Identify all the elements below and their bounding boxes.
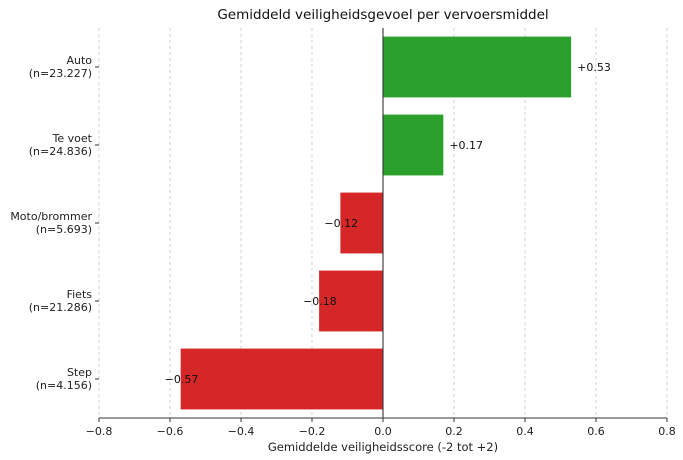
category-count: (n=23.227)	[29, 67, 92, 80]
bar-moto-brommer	[340, 192, 383, 254]
x-tick-label: 0.8	[658, 425, 676, 438]
category-label: Fiets	[67, 288, 93, 301]
x-tick-label: 0.2	[445, 425, 463, 438]
category-label: Auto	[66, 54, 92, 67]
x-tick-label: −0.8	[86, 425, 113, 438]
x-ticks: −0.8 −0.6 −0.4 −0.2 0.0 0.2 0.4 0.6 0.8	[86, 418, 676, 438]
data-label: −0.18	[303, 295, 337, 308]
chart-title: Gemiddeld veiligheidsgevoel per vervoers…	[217, 7, 548, 23]
category-count: (n=5.693)	[36, 223, 92, 236]
data-label: −0.12	[324, 217, 358, 230]
bar-te-voet	[383, 114, 444, 176]
x-tick-label: −0.2	[299, 425, 326, 438]
data-label: −0.57	[165, 373, 199, 386]
bar-fiets	[319, 270, 383, 332]
x-tick-label: 0.4	[516, 425, 534, 438]
category-count: (n=21.286)	[29, 301, 92, 314]
x-tick-label: 0.6	[587, 425, 605, 438]
category-label: Te voet	[52, 132, 93, 145]
category-label: Step	[67, 366, 92, 379]
category-label: Moto/brommer	[10, 210, 92, 223]
x-tick-label: −0.6	[157, 425, 184, 438]
data-label: +0.53	[577, 61, 611, 74]
category-count: (n=4.156)	[36, 379, 92, 392]
x-axis-label: Gemiddelde veiligheidsscore (-2 tot +2)	[268, 440, 498, 454]
data-label: +0.17	[449, 139, 483, 152]
bar-step	[180, 348, 383, 410]
bar-auto	[383, 36, 572, 98]
x-tick-label: −0.4	[228, 425, 255, 438]
data-labels: +0.53 +0.17 −0.12 −0.18 −0.57	[165, 28, 611, 418]
bars	[180, 36, 572, 410]
x-tick-label: 0.0	[374, 425, 392, 438]
category-count: (n=24.836)	[29, 145, 92, 158]
category-labels: Auto(n=23.227) Te voet(n=24.836) Moto/brom…	[10, 54, 99, 392]
